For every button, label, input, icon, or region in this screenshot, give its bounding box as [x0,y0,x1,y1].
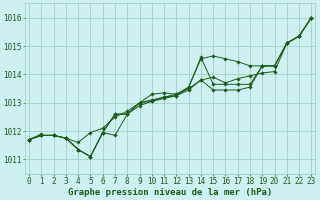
X-axis label: Graphe pression niveau de la mer (hPa): Graphe pression niveau de la mer (hPa) [68,188,272,197]
